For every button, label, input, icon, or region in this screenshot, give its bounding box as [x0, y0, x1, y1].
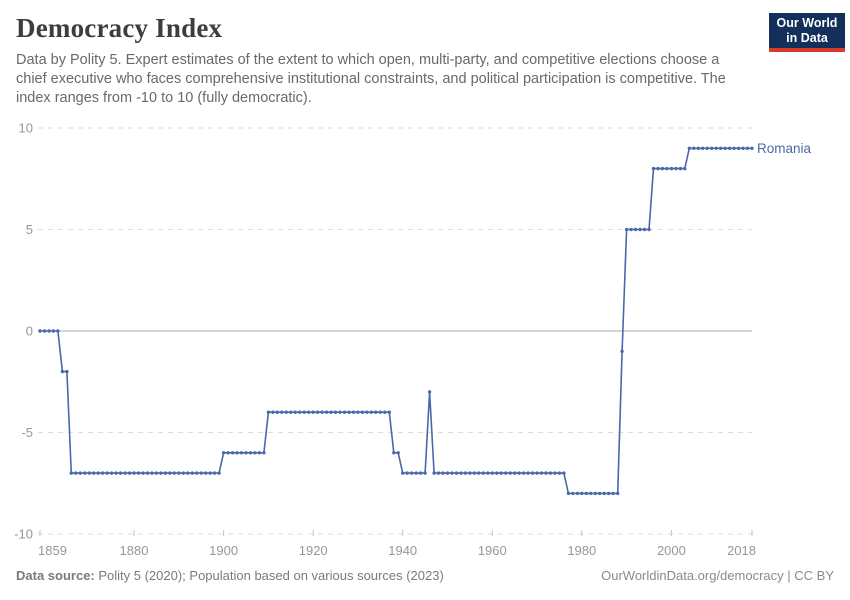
democracy-index-line-chart: 10 5 0 -5 -10 1859 1880 1900 1920 1940 1960 1980 200… [14, 121, 756, 559]
data-source-label: Data source: [16, 568, 95, 583]
svg-text:2018: 2018 [727, 543, 756, 558]
owid-logo-line2: in Data [786, 30, 828, 45]
owid-license-link[interactable]: OurWorldinData.org/democracy | CC BY [601, 568, 834, 583]
svg-text:-5: -5 [21, 425, 33, 440]
owid-logo[interactable]: Our World in Data [769, 13, 845, 52]
svg-text:0: 0 [26, 324, 33, 339]
data-source-text: Polity 5 (2020); Population based on var… [94, 568, 444, 583]
owid-logo-line1: Our World [776, 15, 838, 30]
svg-text:2000: 2000 [657, 543, 686, 558]
series-label-romania: Romania [757, 141, 812, 156]
svg-text:-10: -10 [14, 527, 33, 542]
svg-text:1920: 1920 [299, 543, 328, 558]
chart-subtitle: Data by Polity 5. Expert estimates of th… [16, 52, 726, 107]
data-source-note: Data source: Polity 5 (2020); Population… [16, 568, 444, 583]
svg-text:1940: 1940 [388, 543, 417, 558]
svg-text:1980: 1980 [567, 543, 596, 558]
svg-text:1900: 1900 [209, 543, 238, 558]
chart-title: Democracy Index [16, 13, 223, 43]
svg-text:1859: 1859 [38, 543, 67, 558]
svg-text:5: 5 [26, 222, 33, 237]
chart-footer: Data source: Polity 5 (2020); Population… [16, 568, 834, 583]
svg-text:1880: 1880 [120, 543, 149, 558]
svg-text:10: 10 [19, 121, 33, 136]
svg-text:1960: 1960 [478, 543, 507, 558]
